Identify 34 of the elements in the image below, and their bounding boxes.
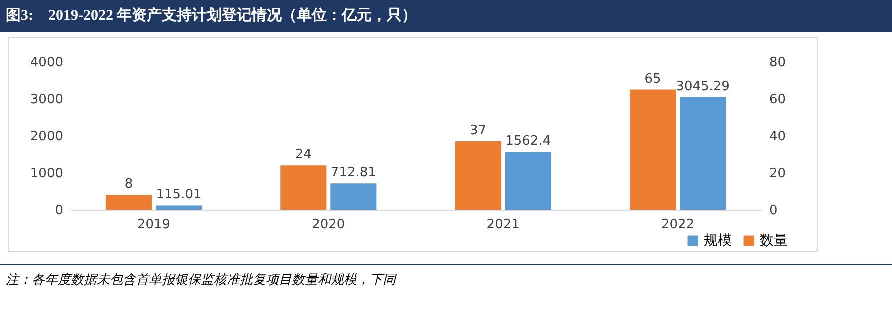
y2-tick-label: 80 xyxy=(770,56,786,70)
data-label: 37 xyxy=(470,124,487,139)
y-tick-label: 1000 xyxy=(30,166,64,182)
bar xyxy=(156,206,202,210)
y-tick-label: 0 xyxy=(55,204,64,218)
x-tick-label: 2022 xyxy=(661,218,695,232)
y2-tick-label: 40 xyxy=(770,130,786,144)
data-label: 1562.4 xyxy=(506,134,552,150)
data-label: 115.01 xyxy=(156,188,202,203)
legend-label: 规模 xyxy=(704,233,732,249)
chart-title: 图3: 2019-2022 年资产支持计划登记情况（单位：亿元，只） xyxy=(0,0,892,32)
y-tick-label: 4000 xyxy=(30,56,64,70)
data-label: 65 xyxy=(644,72,662,87)
bar xyxy=(505,152,552,210)
y-tick-label: 2000 xyxy=(30,130,64,144)
y2-tick-label: 60 xyxy=(770,92,786,108)
bar xyxy=(106,195,152,210)
x-tick-label: 2021 xyxy=(486,218,520,232)
y2-tick-label: 0 xyxy=(770,204,778,218)
data-label: 712.81 xyxy=(330,166,376,181)
bar xyxy=(280,166,327,210)
y2-tick-label: 20 xyxy=(770,166,786,182)
bar xyxy=(630,90,676,210)
y-tick-label: 3000 xyxy=(30,92,64,108)
data-label: 3045.29 xyxy=(676,79,730,94)
x-tick-label: 2020 xyxy=(312,218,346,232)
bar xyxy=(330,184,377,210)
bar xyxy=(680,97,726,210)
bar xyxy=(455,142,502,210)
data-label: 24 xyxy=(295,148,312,163)
data-label: 8 xyxy=(124,177,134,192)
x-tick-label: 2019 xyxy=(137,218,171,232)
text: 注：各年度数据未包含首单报银保监核准批复项目数量和规模，下同 xyxy=(6,271,398,289)
legend-label: 数量 xyxy=(760,233,788,249)
